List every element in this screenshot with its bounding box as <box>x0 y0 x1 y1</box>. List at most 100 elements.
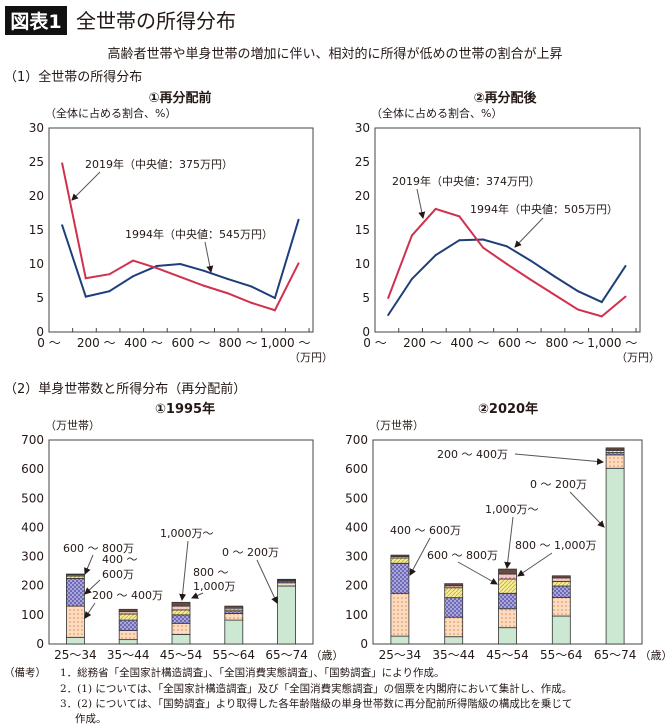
data-point <box>529 259 532 262</box>
x-tick-label: 0 ～ <box>363 336 386 350</box>
data-point <box>553 293 556 296</box>
y-axis-label: （全体に占める割合、%） <box>45 106 176 120</box>
plot-frame <box>374 127 641 333</box>
chart-title: ②2020年 <box>478 401 538 417</box>
data-point <box>226 277 229 280</box>
x-tick-label: 65～74 <box>265 648 308 662</box>
data-point <box>529 278 532 281</box>
x-axis-unit: （万円） <box>616 351 660 364</box>
data-point <box>482 238 485 241</box>
y-tick-label: 0 <box>36 637 44 651</box>
bar-segment-6 <box>605 447 625 450</box>
x-tick-label: 25～34 <box>379 648 422 662</box>
bar-segment-2 <box>551 596 571 617</box>
annotation-label: 400 ～ <box>102 553 138 566</box>
x-axis-unit: （歳） <box>640 649 670 662</box>
y-tick-label: 25 <box>355 155 370 169</box>
bar-segment-1 <box>118 639 138 645</box>
y-axis-label: （万世帯） <box>45 419 100 432</box>
data-point <box>226 292 229 295</box>
data-point <box>202 284 205 287</box>
bar-segment-2 <box>605 454 625 469</box>
data-point <box>202 269 205 272</box>
x-tick-label: 55～64 <box>213 648 256 662</box>
annotation-arrow <box>514 453 604 465</box>
y-tick-label: 15 <box>355 223 370 237</box>
y-tick-label: 300 <box>345 550 368 564</box>
bar-segment-1 <box>605 467 625 645</box>
data-point <box>132 275 135 278</box>
data-point <box>458 215 461 218</box>
figure-badge <box>5 6 67 35</box>
data-point <box>505 245 508 248</box>
x-tick-label: 200 ～ <box>403 336 442 350</box>
bar-segment-6 <box>224 605 244 608</box>
y-tick-label: 600 <box>21 462 44 476</box>
bar-segment-3 <box>551 585 571 598</box>
data-point <box>273 297 276 299</box>
annotation-label: 600 ～ 800万 <box>63 542 134 555</box>
bar-segment-6 <box>277 578 297 581</box>
notes-label: （備考） <box>4 666 46 679</box>
data-point <box>132 259 135 262</box>
data-point <box>387 297 390 299</box>
bar-segment-3 <box>66 578 85 607</box>
bar-segment-3 <box>171 614 191 624</box>
chart-title: ②再分配後 <box>473 90 537 106</box>
annotation-arrow <box>504 516 514 569</box>
bar-segment-1 <box>224 619 244 645</box>
bar-segment-1 <box>390 635 410 645</box>
data-point <box>84 295 87 298</box>
data-point <box>108 273 111 276</box>
y-tick-label: 100 <box>345 608 368 622</box>
y-tick-label: 30 <box>355 121 370 135</box>
annotation-label: 1,000万～ <box>160 527 214 540</box>
data-point <box>273 309 276 312</box>
y-tick-label: 15 <box>29 223 44 237</box>
bar-segment-6 <box>444 583 464 587</box>
y-axis-label: （万世帯） <box>369 419 424 432</box>
bar-segment-3 <box>444 597 464 618</box>
bar-segment-4 <box>498 578 517 594</box>
data-point <box>482 246 485 249</box>
data-point <box>577 308 580 311</box>
data-point <box>434 207 437 210</box>
chart-title: ①1995年 <box>155 401 215 417</box>
x-tick-label: 45～54 <box>486 648 529 662</box>
y-tick-label: 10 <box>29 257 44 271</box>
y-tick-label: 600 <box>345 462 368 476</box>
data-point <box>458 239 461 242</box>
bar-segment-2 <box>277 582 297 587</box>
y-tick-label: 5 <box>362 291 370 305</box>
bar-segment-1 <box>171 633 191 645</box>
chart-4: ②2020年 （万世帯） 0 100 200 300 400 500 600 700 25～34 35… <box>345 401 670 662</box>
data-point <box>600 315 603 318</box>
annotation-1994-after: 1994年（中央値：505万円） <box>470 202 618 216</box>
bar-segment-2 <box>498 608 517 629</box>
y-tick-label: 0 <box>36 325 44 339</box>
annotation-2019-after: 2019年（中央値：374万円） <box>392 174 540 188</box>
y-tick-label: 500 <box>345 491 368 505</box>
y-tick-label: 200 <box>345 579 368 593</box>
y-tick-label: 5 <box>36 291 44 305</box>
annotation-arrow <box>84 554 94 575</box>
annotation-arrow <box>569 491 605 528</box>
x-tick-label: 400 ～ <box>451 336 490 350</box>
y-tick-label: 200 <box>21 579 44 593</box>
y-tick-label: 25 <box>29 155 44 169</box>
bar-segment-3 <box>118 619 138 631</box>
annotation-arrow <box>409 537 431 576</box>
notes: （備考） 1．総務省「全国家計構造調査」、「全国消費実態調査」、「国勢調査」によ… <box>4 666 572 725</box>
y-tick-label: 10 <box>355 257 370 271</box>
annotation-label: 0 ～ 200万 <box>222 546 279 559</box>
data-point <box>61 224 64 227</box>
bar-segment-2 <box>171 622 191 635</box>
x-tick-label: 45～54 <box>160 648 203 662</box>
y-tick-label: 400 <box>345 520 368 534</box>
bar-segment-2 <box>224 613 244 621</box>
data-point <box>155 265 158 268</box>
annotation-arrow <box>514 217 544 248</box>
annotation-2019-before: 2019年（中央値：375万円） <box>85 157 233 171</box>
x-tick-label: 400 ～ <box>124 336 163 350</box>
